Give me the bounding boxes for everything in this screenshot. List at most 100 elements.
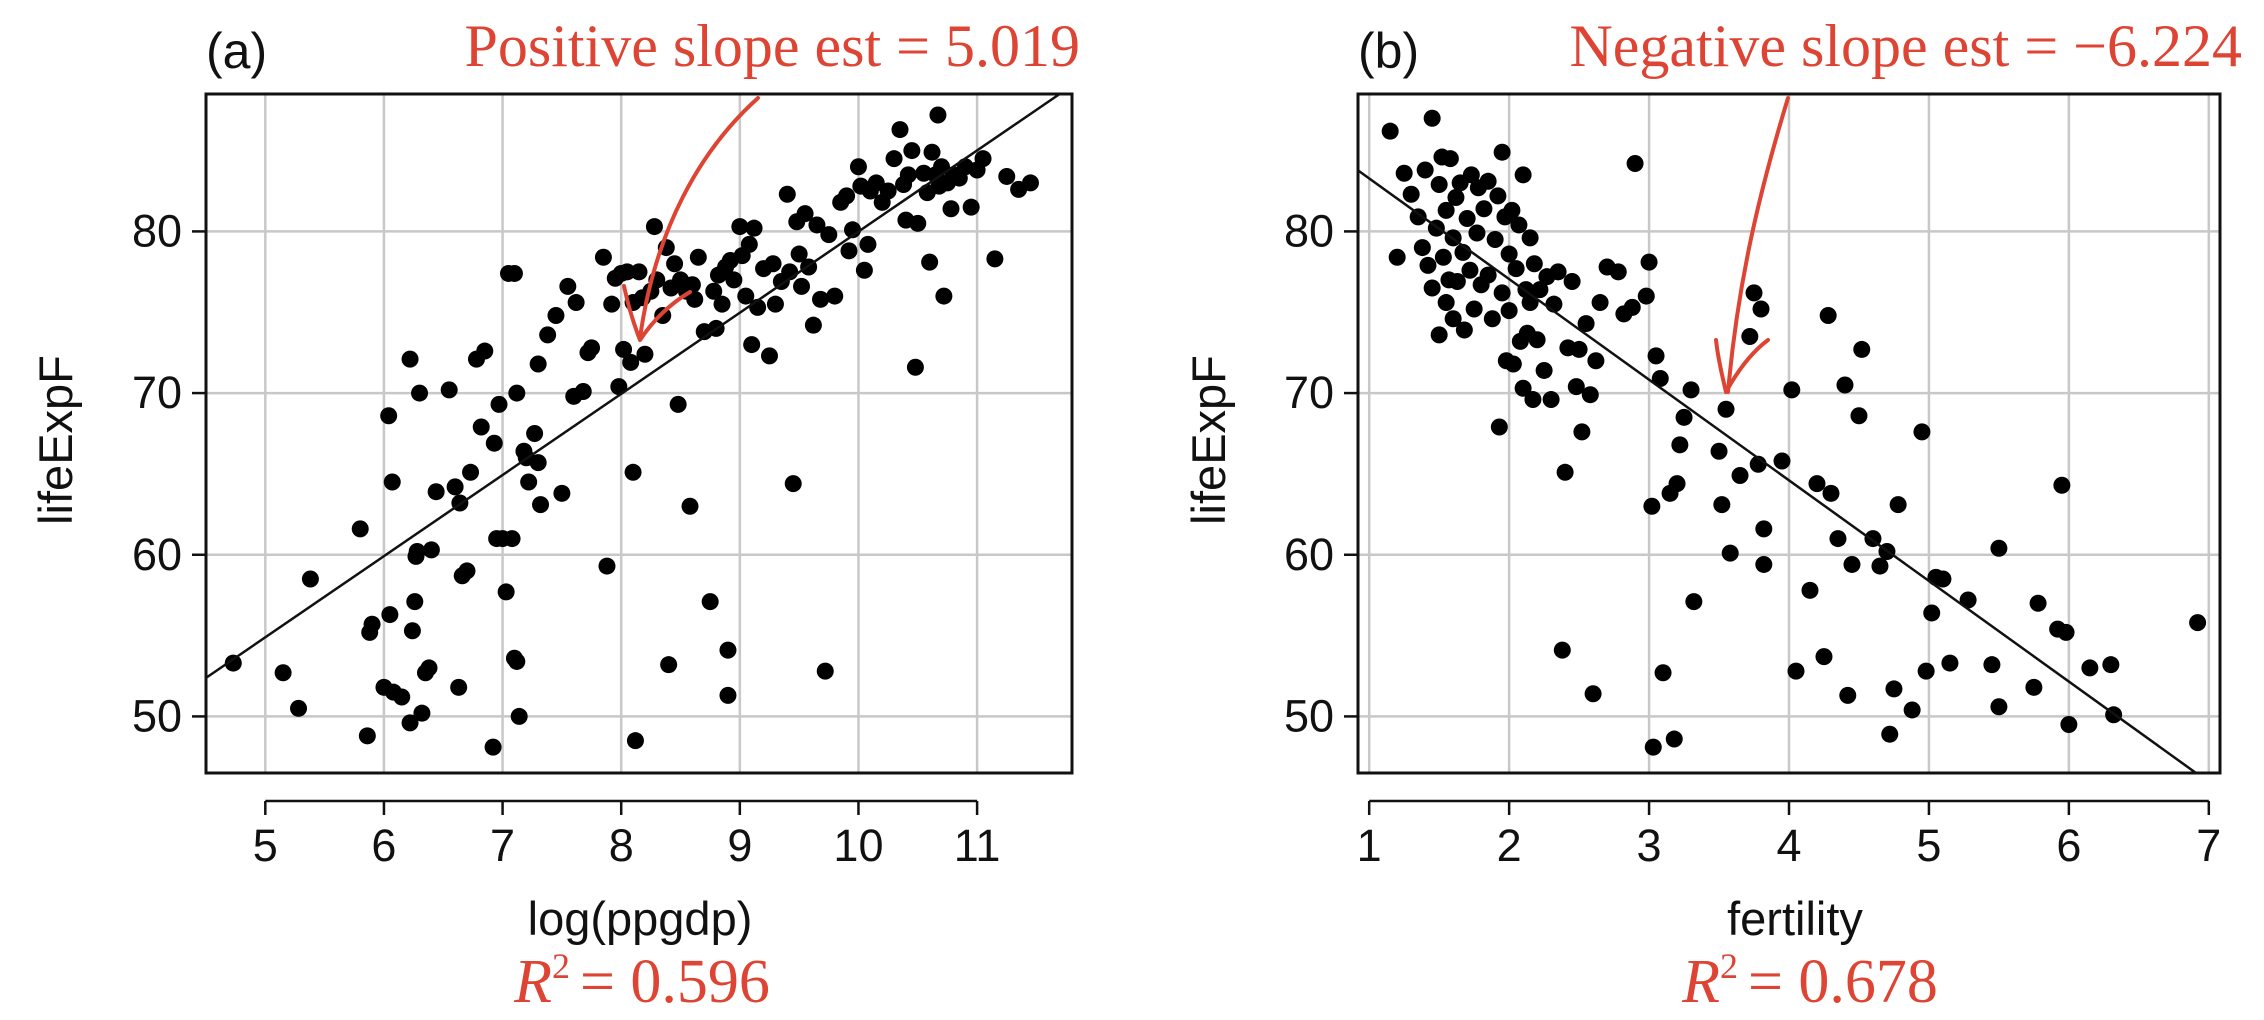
panel-a-data-point (274, 664, 292, 682)
panel-a-data-point (849, 158, 867, 176)
panel-b-data-point (1437, 201, 1455, 219)
panel-a-data-point (666, 255, 684, 273)
panel-a-data-point (458, 562, 476, 580)
panel-b-data-point (1745, 284, 1763, 302)
panel-b-data-point (1584, 685, 1602, 703)
panel-b-data-point (1409, 208, 1427, 226)
panel-b-data-point (1609, 263, 1627, 281)
panel-b-slope-annotation: Negative slope est = −6.224 (1569, 13, 2242, 79)
panel-b-data-point (1850, 407, 1868, 425)
panel-a-data-point (440, 381, 458, 399)
panel-b-data-point (1885, 680, 1903, 698)
panel-a-x-axis-title: log(ppgdp) (528, 892, 753, 945)
panel-b-data-point (1640, 253, 1658, 271)
panel-b-data-point (1556, 463, 1574, 481)
panel-a-data-point (998, 167, 1016, 185)
panel-b-data-point (2060, 716, 2078, 733)
panel-a-data-point (408, 543, 426, 561)
panel-a-data-point (559, 277, 577, 295)
panel-a-data-point (413, 704, 431, 722)
panel-b-data-point (1503, 201, 1521, 219)
panel-a-data-point (383, 473, 401, 491)
panel-a-data-point (719, 686, 737, 704)
panel-b-arrowhead (1714, 338, 1770, 394)
panel-b-data-point (1773, 452, 1791, 470)
panel-a-y-tick-label: 70 (132, 367, 182, 418)
panel-b-data-point (1416, 161, 1434, 179)
panel-a-data-point (553, 484, 571, 502)
panel-a-data-point (401, 714, 419, 732)
panel-b-data-point (1437, 294, 1455, 312)
panel-b-y-tick-label: 80 (1284, 205, 1334, 256)
panel-a-data-point (689, 248, 707, 266)
panel-b-data-point (1461, 261, 1479, 279)
panel-b-data-point (1514, 379, 1532, 397)
panel-b-data-point (1553, 641, 1571, 659)
panel-a-data-point (705, 282, 723, 300)
panel-a-points (224, 106, 1039, 756)
panel-b-data-point (1990, 698, 2008, 716)
panel-b-data-point (1458, 209, 1476, 227)
panel-b-data-point (1444, 310, 1462, 328)
panel-a-data-point (986, 250, 1004, 268)
panel-b-data-point (1514, 166, 1532, 184)
panel-a-data-point (737, 287, 755, 305)
panel-b-data-point (1665, 730, 1683, 748)
panel-a-data-point (450, 678, 468, 696)
panel-a-data-point (885, 150, 903, 168)
panel-a-data-point (743, 336, 761, 354)
panel-a-y-tick-label: 50 (132, 690, 182, 741)
panel-a-data-point (624, 463, 642, 481)
panel-a-data-point (1021, 174, 1039, 192)
panel-a-data-point (923, 143, 941, 161)
panel-a-data-point (618, 263, 636, 281)
panel-a-x-tick-label: 5 (253, 820, 278, 871)
panel-b-data-point (1682, 381, 1700, 399)
panel-b-data-point (1913, 423, 1931, 441)
panel-b-r-squared: R2 = 0.678 (1681, 946, 1938, 1016)
panel-b-data-point (1843, 555, 1861, 573)
panel-b-data-point (1581, 386, 1599, 404)
panel-b-data-point (1637, 287, 1655, 305)
panel-b-data-point (1525, 255, 1543, 273)
panel-a-data-point (610, 378, 628, 396)
panel-a-data-point (826, 287, 844, 305)
panel-b-data-point (1983, 656, 2001, 674)
panel-a-data-point (358, 727, 376, 745)
panel-a-data-point (583, 339, 601, 357)
panel-b-data-point (1752, 300, 1770, 318)
panel-b-data-point (1741, 328, 1759, 345)
panel-a-annotation-arrow (622, 96, 760, 342)
panel-b-data-point (1881, 725, 1899, 743)
panel-a-data-point (636, 345, 654, 363)
panel-b-data-point (1917, 662, 1935, 680)
panel-a-data-point (719, 641, 737, 659)
panel-b-data-point (1801, 581, 1819, 599)
panel-b-data-point (1829, 530, 1847, 548)
panel-b-data-point (1923, 604, 1941, 622)
panel-a-data-point (899, 166, 917, 184)
panel-a-r-symbol: R (513, 948, 552, 1016)
panel-b-label: (b) (1358, 23, 1419, 79)
panel-b-data-point (1528, 331, 1546, 349)
panel-b-data-point (1623, 298, 1641, 316)
panel-b-data-point (1787, 662, 1805, 680)
panel-a-x-axis: 5 6 7 8 9 10 11 (253, 799, 1000, 871)
panel-b-data-point (1531, 281, 1549, 299)
panel-a-data-point (476, 342, 494, 360)
panel-b-data-point (1903, 701, 1921, 719)
panel-a-data-point (778, 185, 796, 203)
panel-b-data-point (1507, 260, 1525, 278)
panel-a-data-point (935, 287, 953, 305)
panel-a-label: (a) (206, 23, 267, 79)
panel-a-data-point (380, 407, 398, 425)
panel-b-data-point (1504, 355, 1522, 373)
panel-b-data-point (1535, 361, 1553, 379)
panel-a-arrow-shaft (638, 96, 760, 340)
panel-b-data-point (1721, 544, 1739, 562)
panel-b-data-point (1430, 176, 1448, 194)
panel-b-data-point (1570, 340, 1588, 358)
panel-a-data-point (526, 425, 544, 442)
panel-b-data-point (1413, 239, 1431, 257)
